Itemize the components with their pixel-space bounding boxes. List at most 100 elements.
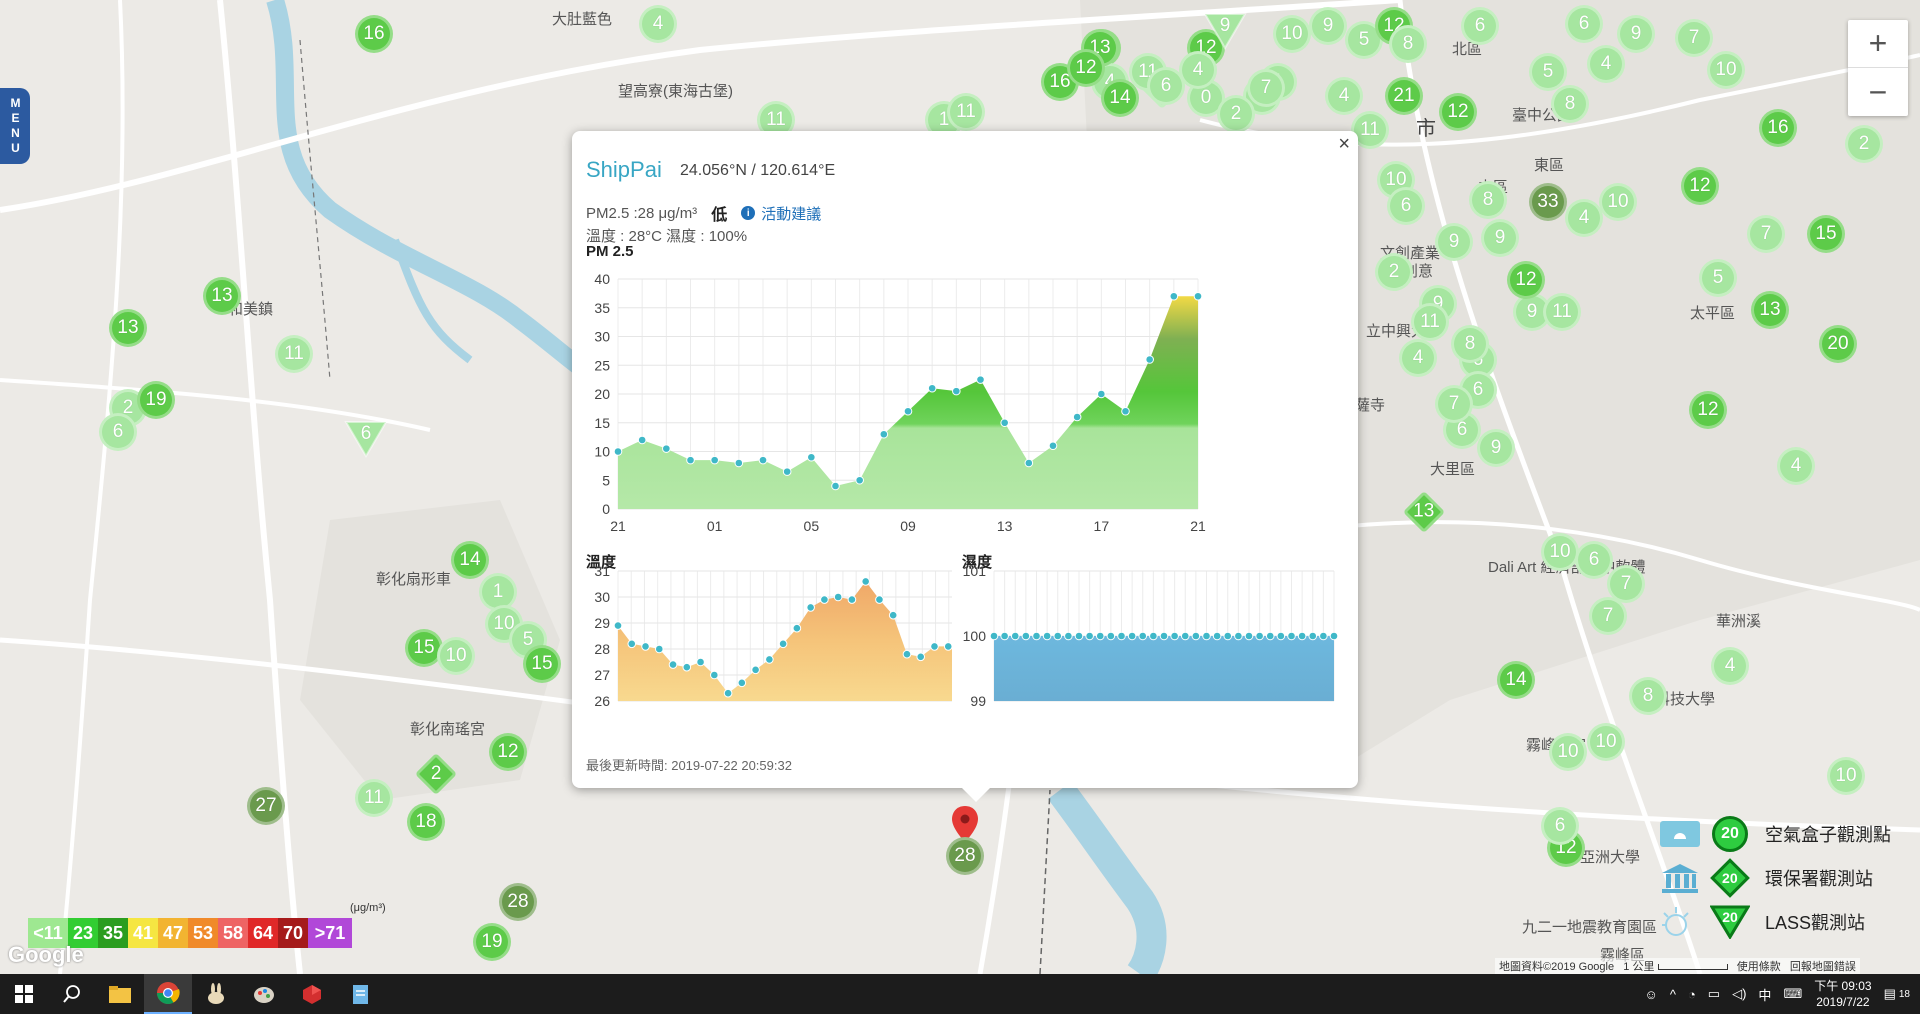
aq-station-marker[interactable]: 15 (523, 645, 561, 683)
aq-station-marker[interactable]: 2 (1845, 125, 1883, 163)
aq-station-marker[interactable]: 8 (1629, 677, 1667, 715)
aq-station-marker[interactable]: 4 (1587, 45, 1625, 83)
aq-station-marker[interactable]: 9 (1481, 219, 1519, 257)
aq-station-marker[interactable]: 8 (1551, 85, 1589, 123)
app-button-4[interactable] (336, 974, 384, 1014)
selected-station-pin[interactable] (950, 804, 980, 849)
aq-station-marker[interactable]: 5 (1699, 259, 1737, 297)
aq-station-marker[interactable]: 10 (1587, 723, 1625, 761)
aq-station-marker[interactable]: 11 (1411, 303, 1449, 341)
aq-station-marker[interactable]: 10 (1827, 757, 1865, 795)
terms-link[interactable]: 使用條款 (1736, 961, 1781, 973)
tray-expand-icon[interactable]: ^ (1669, 986, 1676, 1002)
aq-station-marker[interactable]: 16 (1759, 109, 1797, 147)
zoom-in-button[interactable]: + (1848, 20, 1908, 68)
aq-station-marker[interactable]: 13 (203, 277, 241, 315)
app-button-3[interactable] (288, 974, 336, 1014)
aq-station-marker[interactable]: 11 (275, 335, 313, 373)
menu-button[interactable]: MENU (0, 88, 30, 164)
aq-station-marker[interactable]: 8 (1389, 25, 1427, 63)
aq-station-marker[interactable]: 2 (1217, 95, 1255, 133)
aq-station-marker[interactable]: 5 (1345, 21, 1383, 59)
aq-station-marker[interactable]: 19 (473, 923, 511, 961)
aq-station-marker[interactable]: 12 (1507, 261, 1545, 299)
ime-indicator[interactable]: 中 (1758, 987, 1772, 1003)
aq-station-marker[interactable]: 4 (639, 5, 677, 43)
aq-station-marker[interactable]: 18 (407, 803, 445, 841)
aq-station-marker[interactable]: 4 (1399, 339, 1437, 377)
aq-station-marker[interactable]: 6 (1461, 7, 1499, 45)
aq-station-marker[interactable]: 9 (1309, 7, 1347, 45)
start-button[interactable] (0, 974, 48, 1014)
network-icon[interactable]: ◔ (1687, 986, 1696, 1002)
report-error-link[interactable]: 回報地圖錯誤 (1789, 961, 1856, 973)
aq-station-marker[interactable]: 11 (1543, 293, 1581, 331)
aq-station-marker[interactable]: 2 (1375, 253, 1413, 291)
aq-station-marker[interactable]: 6 (1541, 807, 1579, 845)
aq-station-marker[interactable]: 6 (1387, 187, 1425, 225)
aq-station-marker[interactable]: 4 (1565, 199, 1603, 237)
clock[interactable]: 下午 09:03 2019/7/22 (1814, 978, 1871, 1010)
aq-station-marker[interactable]: 9 (1477, 429, 1515, 467)
aq-station-marker[interactable]: 9 (1203, 11, 1247, 50)
aq-station-marker[interactable]: 6 (99, 413, 137, 451)
aq-station-marker[interactable]: 4 (1179, 51, 1217, 89)
aq-station-marker[interactable]: 12 (1689, 391, 1727, 429)
aq-station-marker[interactable]: 4 (1325, 77, 1363, 115)
aq-station-marker[interactable]: 19 (137, 381, 175, 419)
aq-station-marker[interactable]: 7 (1589, 597, 1627, 635)
aq-station-marker[interactable]: 7 (1435, 385, 1473, 423)
aq-station-marker[interactable]: 16 (355, 15, 393, 53)
aq-station-marker[interactable]: 28 (499, 883, 537, 921)
aq-station-marker[interactable]: 9 (1617, 15, 1655, 53)
aq-station-marker[interactable]: 10 (1599, 183, 1637, 221)
aq-station-marker[interactable]: 4 (1777, 447, 1815, 485)
popup-close-button[interactable]: × (1338, 133, 1350, 155)
aq-station-marker[interactable]: 10 (437, 637, 475, 675)
volume-icon[interactable]: ◁) (1732, 986, 1747, 1001)
file-explorer-button[interactable] (96, 974, 144, 1014)
aq-station-marker[interactable]: 13 (109, 309, 147, 347)
aq-station-marker[interactable]: 21 (1385, 77, 1423, 115)
aq-station-marker[interactable]: 12 (489, 733, 527, 771)
aq-station-marker[interactable]: 11 (947, 93, 985, 131)
aq-station-marker[interactable]: 6 (1565, 5, 1603, 43)
aq-station-marker[interactable]: 8 (1451, 325, 1489, 363)
aq-station-marker[interactable]: 20 (1819, 325, 1857, 363)
aq-station-marker[interactable]: 9 (1435, 223, 1473, 261)
activity-advice-link[interactable]: 活動建議 (761, 205, 822, 223)
aq-station-marker[interactable]: 14 (451, 541, 489, 579)
aq-station-marker[interactable]: 27 (247, 787, 285, 825)
aq-station-marker[interactable]: 11 (355, 779, 393, 817)
aq-station-marker[interactable]: 14 (1101, 79, 1139, 117)
aq-station-marker[interactable]: 7 (1247, 69, 1285, 107)
zoom-out-button[interactable]: − (1868, 73, 1888, 110)
aq-station-marker[interactable]: 6 (1575, 541, 1613, 579)
aq-station-marker[interactable]: 33 (1529, 183, 1567, 221)
aq-station-marker[interactable]: 12 (1439, 93, 1477, 131)
aq-station-marker[interactable]: 10 (1273, 15, 1311, 53)
app-button-2[interactable] (240, 974, 288, 1014)
aq-station-marker[interactable]: 11 (1351, 111, 1389, 149)
search-button[interactable] (48, 974, 96, 1014)
people-icon[interactable]: ☺ (1644, 986, 1658, 1002)
aq-station-marker[interactable]: 15 (405, 629, 443, 667)
app-button-1[interactable] (192, 974, 240, 1014)
aq-station-marker[interactable]: 6 (344, 419, 388, 458)
aq-station-marker[interactable]: 12 (1681, 167, 1719, 205)
notification-center-button[interactable]: ▤ 18 (1884, 986, 1910, 1002)
aq-station-marker[interactable]: 6 (1147, 67, 1185, 105)
battery-icon[interactable]: ▭ (1707, 986, 1721, 1001)
aq-station-marker[interactable]: 7 (1607, 565, 1645, 603)
aq-station-marker[interactable]: 1 (479, 573, 517, 611)
aq-station-marker[interactable]: 4 (1711, 647, 1749, 685)
aq-station-marker[interactable]: 10 (1549, 733, 1587, 771)
aq-station-marker[interactable]: 5 (1529, 53, 1567, 91)
aq-station-marker[interactable]: 14 (1497, 661, 1535, 699)
aq-station-marker[interactable]: 10 (1707, 51, 1745, 89)
aq-station-marker[interactable]: 7 (1747, 215, 1785, 253)
keyboard-icon[interactable]: ⌨ (1783, 986, 1803, 1001)
chrome-button[interactable] (144, 974, 192, 1014)
aq-station-marker[interactable]: 15 (1807, 215, 1845, 253)
aq-station-marker[interactable]: 8 (1469, 181, 1507, 219)
